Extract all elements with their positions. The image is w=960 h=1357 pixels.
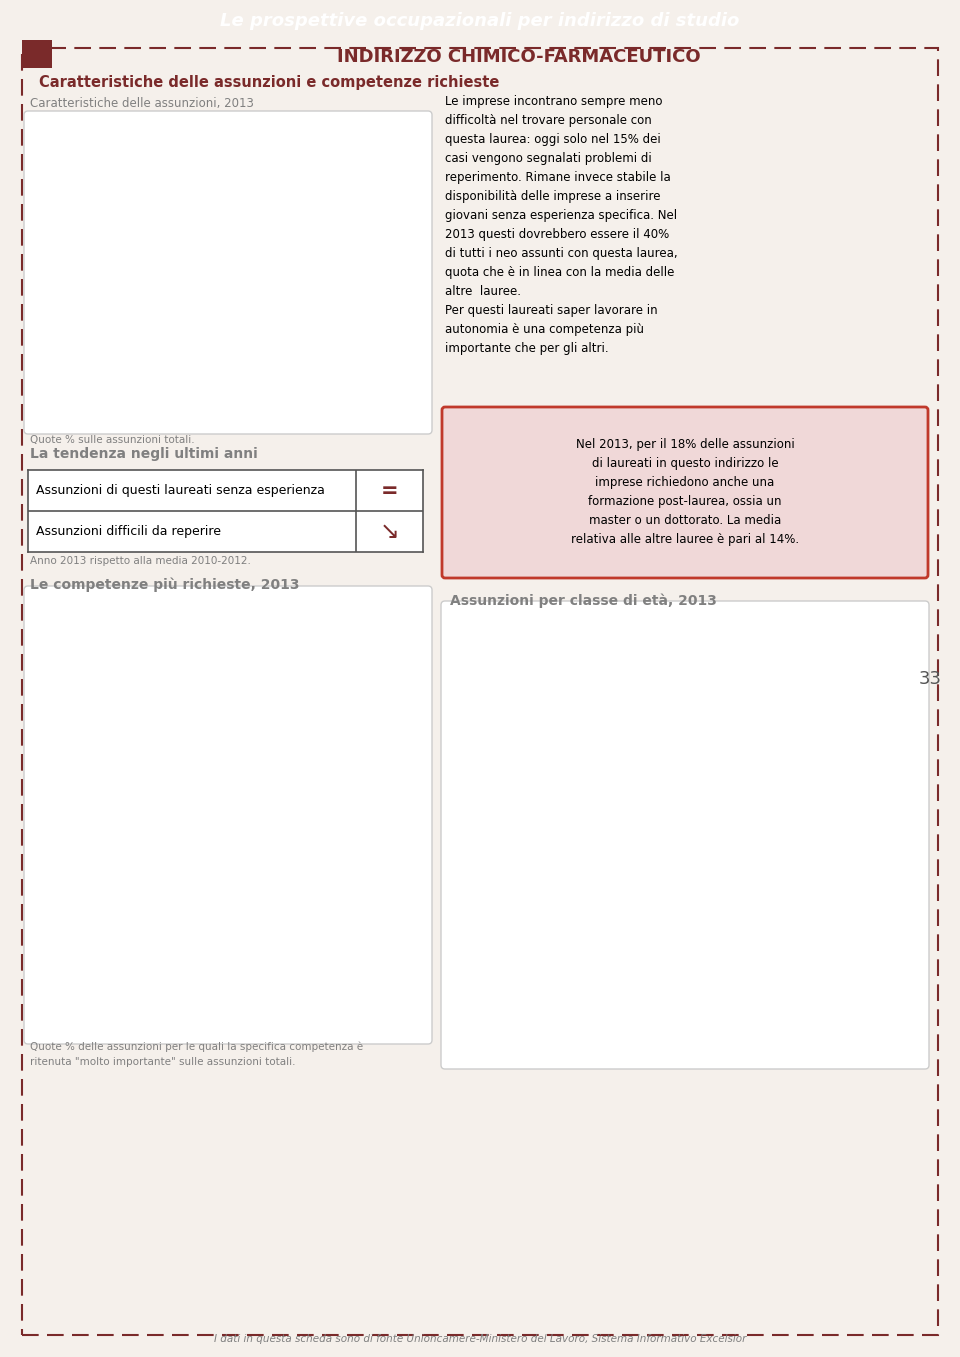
Bar <box>185 856 299 871</box>
Bar <box>185 718 351 731</box>
FancyBboxPatch shape <box>24 586 432 1044</box>
Bar <box>185 672 336 685</box>
Bar <box>185 950 253 963</box>
Text: 36%: 36% <box>567 685 597 699</box>
Bar <box>185 764 381 778</box>
Bar <box>185 873 306 886</box>
Text: La tendenza negli ultimi anni: La tendenza negli ultimi anni <box>30 446 257 461</box>
Bar <box>185 965 260 980</box>
Text: Creazione e ideazione: Creazione e ideazione <box>64 919 180 930</box>
Text: 40%: 40% <box>88 153 116 167</box>
Text: Nel 2013, per il 18% delle assunzioni
di laureati in questo indirizzo le
imprese: Nel 2013, per il 18% delle assunzioni di… <box>571 438 799 546</box>
Text: 33: 33 <box>919 670 942 688</box>
Text: 39%: 39% <box>753 882 782 896</box>
Text: Assunzioni per classe di età, 2013: Assunzioni per classe di età, 2013 <box>450 593 717 608</box>
Legend: Età non rilevante, 30 o più anni, Con meno di 30 anni: Età non rilevante, 30 o più anni, Con me… <box>602 993 749 1044</box>
Text: 19%: 19% <box>322 251 349 263</box>
Text: Caratteristiche delle assunzioni e competenze richieste: Caratteristiche delle assunzioni e compe… <box>38 75 499 90</box>
Bar <box>547 859 617 950</box>
Text: Flessibilità e adattamento: Flessibilità e adattamento <box>44 821 180 832</box>
FancyBboxPatch shape <box>441 601 929 1069</box>
Text: INDIRIZZO CHIMICO-FARMACEUTICO: INDIRIZZO CHIMICO-FARMACEUTICO <box>337 47 700 66</box>
Text: Anno 2013 rispetto alla media 2010-2012.: Anno 2013 rispetto alla media 2010-2012. <box>30 556 251 566</box>
Bar <box>732 828 803 950</box>
Text: Caratteristiche delle assunzioni, 2013: Caratteristiche delle assunzioni, 2013 <box>30 96 253 110</box>
Bar <box>732 632 803 740</box>
Text: Le competenze più richieste, 2013: Le competenze più richieste, 2013 <box>30 578 300 593</box>
Text: Comunicazione scritta e
orale: Comunicazione scritta e orale <box>54 620 180 642</box>
Legend: Questo indirizzo, Altre lauree: Questo indirizzo, Altre lauree <box>40 1006 271 1025</box>
Bar <box>185 904 260 917</box>
Text: Le prospettive occupazionali per indirizzo di studio: Le prospettive occupazionali per indiriz… <box>220 12 740 30</box>
Text: Quote % sulle assunzioni totali.: Quote % sulle assunzioni totali. <box>30 436 195 445</box>
Text: 28%: 28% <box>753 778 782 790</box>
Bar <box>22 39 52 68</box>
Bar <box>185 810 328 824</box>
Bar <box>185 624 385 639</box>
Text: 15%: 15% <box>274 269 301 282</box>
FancyBboxPatch shape <box>442 407 928 578</box>
Text: Lavorare in autonomia: Lavorare in autonomia <box>62 676 180 685</box>
FancyBboxPatch shape <box>24 111 432 434</box>
Legend: Questo indirizzo, Altre lauree: Questo indirizzo, Altre lauree <box>115 403 346 422</box>
Text: Assunzioni difficili da reperire: Assunzioni difficili da reperire <box>36 525 221 537</box>
Bar <box>129 185 173 356</box>
Text: I dati in questa scheda sono di fonte Unioncamere-Ministero del Lavoro, Sistema : I dati in questa scheda sono di fonte Un… <box>214 1334 746 1343</box>
Bar <box>185 780 348 794</box>
Text: =: = <box>380 480 398 501</box>
Bar <box>185 733 371 748</box>
Text: 35%: 35% <box>567 798 597 810</box>
Bar <box>185 919 268 932</box>
Bar <box>185 826 340 840</box>
Text: Risolvere problemi: Risolvere problemi <box>83 870 180 881</box>
Bar <box>732 740 803 828</box>
Bar <box>185 687 359 700</box>
Text: Lavorare in gruppo: Lavorare in gruppo <box>81 772 180 783</box>
Text: Gestione rapporti con i
clienti: Gestione rapporti con i clienti <box>60 718 180 740</box>
Text: Assunzioni di questi laureati senza esperienza: Assunzioni di questi laureati senza espe… <box>36 484 324 497</box>
Text: Quote % delle assunzioni per le quali la specifica competenza è: Quote % delle assunzioni per le quali la… <box>30 1042 363 1053</box>
Bar <box>265 286 309 356</box>
Text: Direzione e coordinamento: Direzione e coordinamento <box>38 968 180 977</box>
Bar <box>313 267 358 356</box>
Text: 29%: 29% <box>567 898 597 911</box>
Text: Le imprese incontrano sempre meno
difficoltà nel trovare personale con
questa la: Le imprese incontrano sempre meno diffic… <box>445 95 678 356</box>
Text: ritenuta "molto importante" sulle assunzioni totali.: ritenuta "molto importante" sulle assunz… <box>30 1057 296 1067</box>
Text: ↘: ↘ <box>379 520 399 544</box>
Bar <box>80 171 125 356</box>
Text: 37%: 37% <box>136 167 164 180</box>
Bar <box>185 641 400 654</box>
Bar <box>547 635 617 749</box>
Bar <box>547 749 617 859</box>
Text: 34%: 34% <box>753 680 782 692</box>
